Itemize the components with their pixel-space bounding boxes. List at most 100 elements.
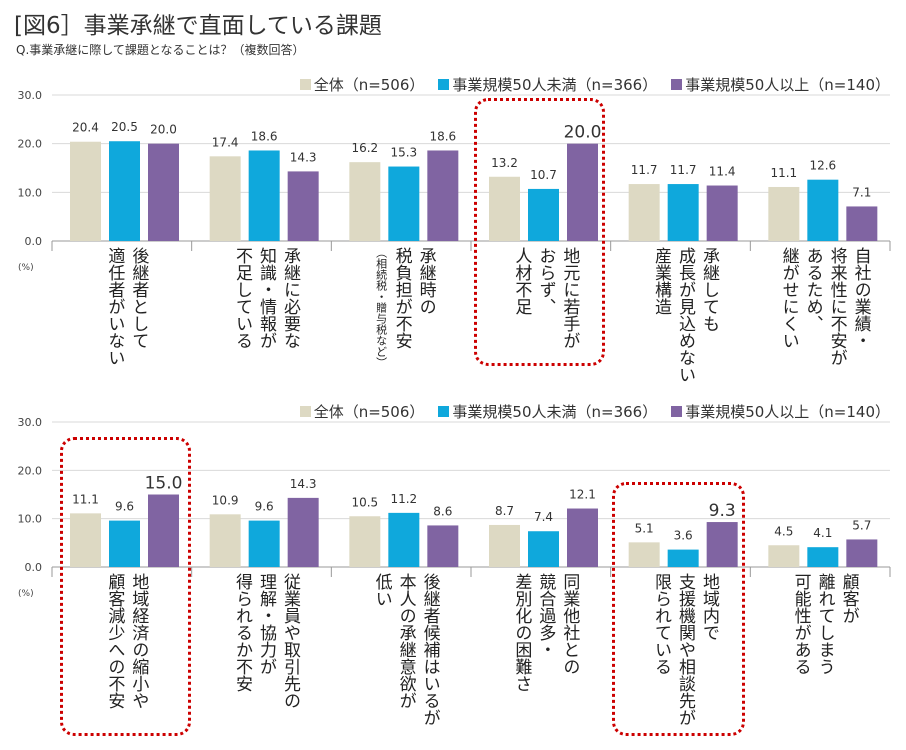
data-label: 20.0 [150, 123, 177, 137]
bar [628, 184, 660, 241]
data-label: 4.1 [813, 526, 832, 540]
category-label-line: 顧客減少への不安 [104, 573, 125, 709]
category-label-line: 将来性に不安が [826, 247, 847, 366]
data-label: 11.4 [709, 165, 736, 179]
legend-item: 事業規模50人未満（n=366） [438, 401, 657, 422]
legend-swatch [671, 406, 683, 417]
bar [427, 150, 459, 241]
bar [349, 162, 381, 241]
highlight-box [612, 482, 745, 736]
y-axis-unit: (%) [18, 589, 34, 599]
category-label-line: 継がせにくい [778, 247, 799, 349]
legend-swatch [299, 406, 311, 417]
bar [807, 179, 839, 241]
bar [209, 514, 241, 567]
data-label: 14.3 [290, 150, 317, 164]
y-tick-label: 20.0 [18, 464, 43, 477]
bar [768, 186, 800, 241]
bar [148, 143, 179, 241]
bar [248, 520, 280, 567]
category-label-line: 成長が見込めない [675, 247, 695, 383]
bar [567, 143, 598, 241]
category-label-line: 競合過多・ [535, 573, 556, 658]
data-label: 20.0 [564, 123, 602, 143]
bar [209, 156, 241, 241]
category-label: 承継しても 成長が見込めない 産業構造 [650, 247, 719, 383]
bar [706, 522, 738, 567]
category-label-line: 適任者がいない [104, 247, 125, 366]
bar-chart-1: 0.0 10.0 20.0 30.0 20.4 17.4 16.2 13.2 11.7 11.1 2… [18, 89, 891, 251]
data-label: 15.0 [145, 474, 183, 494]
legend-swatch [671, 79, 683, 90]
data-label: 20.4 [72, 121, 99, 135]
legend-swatch [438, 406, 450, 417]
legend-label: 事業規模50人未満（n=366） [452, 76, 658, 94]
category-label: 自社の業績・ 将来性に不安が あるため、 継がせにくい [778, 247, 871, 366]
bar [528, 188, 559, 241]
category-label-line: 地域内で [699, 573, 719, 641]
category-label-line: （相続税・贈与税など） [374, 247, 388, 368]
bar [248, 150, 280, 241]
legend-label: 事業規模50人未満（n=366） [452, 403, 658, 421]
data-label: 9.6 [115, 500, 134, 514]
bar [706, 185, 738, 241]
legend-swatch [299, 79, 311, 90]
legend-item: 全体（n=506） [299, 401, 424, 422]
category-label: 地域経済の縮小や 顧客減少への不安 [103, 573, 148, 709]
category-label-line: 自社の業績・ [850, 247, 871, 349]
y-tick-label: 20.0 [18, 138, 43, 151]
category-label-line: 承継に必要な [280, 247, 300, 349]
data-label: 11.7 [670, 163, 697, 177]
category-label-line: 差別化の困難さ [511, 573, 532, 692]
category-label: 地域内で 支援機関や相談先が 限られている [650, 573, 719, 726]
legend-item: 事業規模50人以上（n=140） [671, 401, 890, 422]
data-label: 7.1 [852, 185, 871, 199]
data-label: 12.1 [569, 488, 596, 502]
data-label: 3.6 [674, 529, 693, 543]
category-label-line: おらず、 [535, 247, 556, 315]
category-label-line: 承継時の [415, 247, 436, 315]
category-label-line: 税負担が不安 [391, 247, 412, 349]
category-label-line: 同業他社との [559, 573, 580, 675]
category-label: 顧客が 離れてしまう 可能性がある [790, 573, 859, 675]
data-label: 5.1 [635, 521, 654, 535]
bar [287, 497, 319, 567]
category-label-line: 地元に若手が [559, 247, 580, 349]
data-label: 17.4 [212, 135, 239, 149]
category-label-line: 得られるか不安 [232, 573, 252, 692]
bar [667, 549, 699, 567]
data-label: 8.6 [433, 504, 452, 518]
category-label: 従業員や取引先の 理解・協力が 得られるか不安 [231, 573, 300, 709]
data-label: 11.2 [390, 492, 417, 506]
legend: 全体（n=506） 事業規模50人未満（n=366） 事業規模50人以上（n=140… [299, 74, 890, 95]
figure-title: [図6］事業承継で直面している課題 [14, 13, 382, 39]
category-label-line: 産業構造 [651, 247, 671, 315]
category-label-line: 限られている [651, 573, 671, 675]
legend-label: 全体（n=506） [313, 76, 425, 94]
data-label: 11.7 [631, 163, 658, 177]
legend-item: 事業規模50人以上（n=140） [671, 74, 890, 95]
category-label-line: 離れてしまう [814, 573, 835, 675]
data-label: 9.6 [255, 500, 274, 514]
category-label: 後継者として 適任者がいない [103, 247, 148, 366]
data-label: 9.3 [709, 501, 736, 521]
bar [489, 176, 520, 241]
bar [148, 494, 179, 567]
legend-item: 全体（n=506） [299, 74, 425, 95]
data-label: 10.7 [530, 168, 557, 182]
category-label-line: 不足している [232, 247, 252, 349]
bar-chart-2: 0.0 10.0 20.0 30.0 11.1 10.9 10.5 8.7 5.1 4.5 9.6 9… [18, 416, 891, 577]
category-label: 後継者候補はいるが 本人の承継意欲が 低い [371, 573, 440, 726]
category-label: 地元に若手が おらず、 人材不足 [510, 247, 579, 349]
category-label-line: 承継しても [699, 247, 719, 332]
data-label: 10.5 [351, 495, 378, 509]
data-label: 5.7 [852, 518, 871, 532]
bar [628, 542, 660, 567]
bar [427, 525, 459, 567]
category-label-line: 顧客が [838, 573, 859, 624]
data-label: 14.3 [290, 477, 317, 491]
category-label-line: 人材不足 [511, 247, 532, 315]
bar [768, 545, 800, 567]
data-label: 18.6 [251, 129, 278, 143]
legend-item: 事業規模50人未満（n=366） [438, 74, 657, 95]
